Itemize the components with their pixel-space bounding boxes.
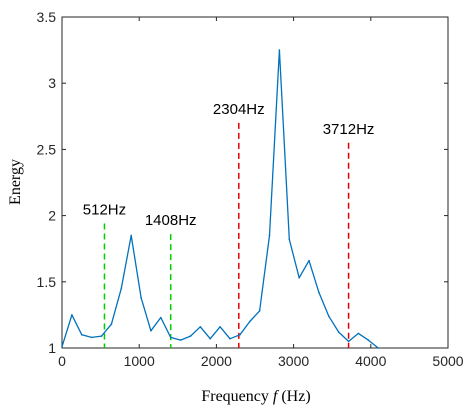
- data-point: [160, 316, 162, 319]
- data-point: [140, 296, 142, 299]
- x-tick-label: 0: [58, 353, 66, 369]
- data-point: [110, 323, 113, 325]
- plot-frame: [61, 16, 449, 349]
- data-point: [120, 287, 123, 290]
- data-point: [258, 310, 261, 312]
- data-point: [199, 326, 202, 328]
- x-axis-label-variable: f: [273, 388, 280, 405]
- x-tick-label: 4000: [355, 353, 386, 369]
- data-point: [298, 277, 300, 279]
- data-point: [367, 339, 370, 341]
- data-point: [219, 326, 221, 328]
- x-axis-label-unit: (Hz): [277, 388, 310, 405]
- data-point: [150, 329, 152, 332]
- data-point: [278, 49, 281, 51]
- marker-label: 2304Hz: [213, 101, 265, 118]
- data-point: [308, 259, 310, 262]
- data-point: [347, 340, 350, 343]
- data-point: [288, 238, 291, 241]
- data-point: [377, 347, 380, 349]
- data-point: [80, 333, 83, 336]
- y-tick-label: 2: [48, 208, 56, 224]
- x-tick-label: 2000: [201, 353, 232, 369]
- data-point: [189, 335, 192, 337]
- data-point: [100, 335, 103, 337]
- data-point: [90, 336, 93, 339]
- y-tick-label: 1: [48, 340, 56, 356]
- x-tick-label: 3000: [278, 353, 309, 369]
- data-point: [248, 320, 251, 323]
- marker-label: 1408Hz: [145, 212, 197, 229]
- y-tick-label: 3: [48, 75, 56, 91]
- energy-series-line: [61, 49, 379, 349]
- x-axis-label: Frequency f (Hz): [201, 388, 310, 405]
- data-point: [268, 234, 271, 237]
- data-point: [130, 234, 132, 237]
- data-point: [179, 339, 182, 341]
- y-tick-label: 1.5: [37, 274, 57, 290]
- data-point: [229, 337, 231, 340]
- marker-label: 3712Hz: [323, 121, 375, 138]
- data-point: [337, 331, 340, 333]
- x-tick-label: 1000: [124, 353, 155, 369]
- data-point: [209, 337, 212, 340]
- data-point: [61, 345, 63, 348]
- data-point: [318, 291, 320, 294]
- data-point: [357, 332, 360, 335]
- data-point: [328, 315, 330, 318]
- y-tick-label: 3.5: [37, 9, 57, 25]
- data-point: [71, 314, 73, 316]
- x-axis-label-prefix: Frequency: [201, 388, 273, 405]
- y-axis-label: Energy: [7, 159, 24, 205]
- marker-label: 512Hz: [83, 202, 126, 219]
- data-point: [169, 336, 172, 339]
- y-tick-label: 2.5: [37, 141, 57, 157]
- x-tick-label: 5000: [432, 353, 463, 369]
- data-point: [239, 333, 241, 336]
